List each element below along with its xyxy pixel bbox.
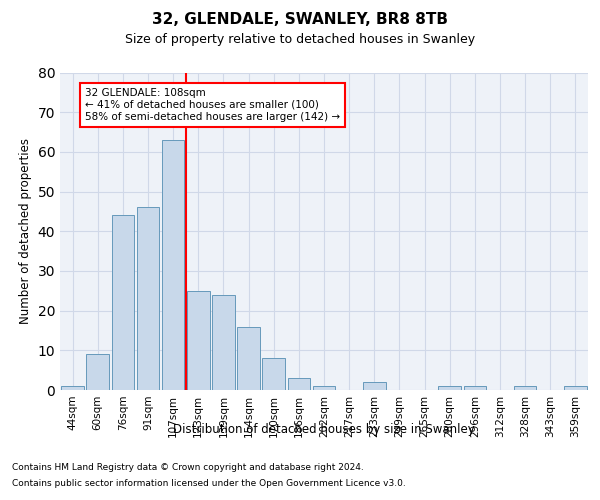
Bar bbox=[61, 386, 84, 390]
Bar bbox=[86, 354, 109, 390]
Text: 32, GLENDALE, SWANLEY, BR8 8TB: 32, GLENDALE, SWANLEY, BR8 8TB bbox=[152, 12, 448, 28]
Bar bbox=[212, 294, 235, 390]
Bar bbox=[237, 326, 260, 390]
Bar bbox=[564, 386, 587, 390]
Bar bbox=[137, 208, 160, 390]
Bar bbox=[112, 216, 134, 390]
Text: Size of property relative to detached houses in Swanley: Size of property relative to detached ho… bbox=[125, 32, 475, 46]
Bar bbox=[262, 358, 285, 390]
Bar bbox=[363, 382, 386, 390]
Bar bbox=[439, 386, 461, 390]
Text: Contains HM Land Registry data © Crown copyright and database right 2024.: Contains HM Land Registry data © Crown c… bbox=[12, 462, 364, 471]
Bar bbox=[187, 291, 209, 390]
Text: 32 GLENDALE: 108sqm
← 41% of detached houses are smaller (100)
58% of semi-detac: 32 GLENDALE: 108sqm ← 41% of detached ho… bbox=[85, 88, 340, 122]
Text: Distribution of detached houses by size in Swanley: Distribution of detached houses by size … bbox=[173, 422, 475, 436]
Bar bbox=[464, 386, 486, 390]
Bar bbox=[162, 140, 184, 390]
Bar bbox=[313, 386, 335, 390]
Bar bbox=[514, 386, 536, 390]
Text: Contains public sector information licensed under the Open Government Licence v3: Contains public sector information licen… bbox=[12, 479, 406, 488]
Y-axis label: Number of detached properties: Number of detached properties bbox=[19, 138, 32, 324]
Bar bbox=[287, 378, 310, 390]
